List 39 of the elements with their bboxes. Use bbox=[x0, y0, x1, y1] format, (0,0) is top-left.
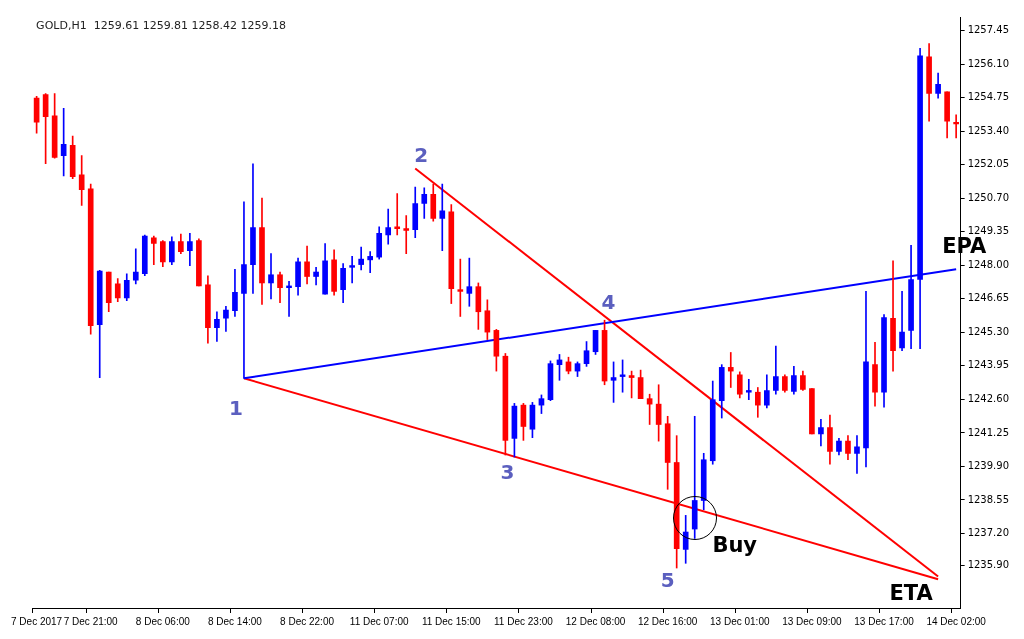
annotation: 4 bbox=[601, 289, 616, 314]
y-tick-label: 1249.35 bbox=[967, 225, 1010, 237]
annotation: 2 bbox=[414, 142, 429, 167]
annotation: 3 bbox=[500, 460, 515, 485]
y-tick-label: 1248.00 bbox=[967, 258, 1010, 270]
x-tick-label: 8 Dec 22:00 bbox=[280, 615, 335, 627]
y-tick-label: 1239.90 bbox=[967, 460, 1010, 472]
x-tick-label: 14 Dec 02:00 bbox=[926, 615, 987, 627]
y-tick-label: 1245.30 bbox=[967, 325, 1010, 337]
x-tick-label: 7 Dec 2017 bbox=[11, 615, 63, 627]
x-tick-label: 8 Dec 14:00 bbox=[207, 615, 263, 627]
y-tick-label: 1237.20 bbox=[967, 527, 1010, 539]
y-tick-label: 1256.10 bbox=[967, 57, 1010, 69]
x-tick-label: 13 Dec 01:00 bbox=[710, 615, 770, 627]
x-tick-label: 11 Dec 07:00 bbox=[349, 615, 409, 627]
annotation: ETA bbox=[889, 581, 934, 606]
x-tick-label: 13 Dec 09:00 bbox=[782, 615, 843, 627]
x-tick-label: 13 Dec 17:00 bbox=[854, 615, 915, 627]
chart-title: GOLD,H1 1259.61 1259.81 1258.42 1259.18 bbox=[36, 19, 287, 33]
y-tick-label: 1257.45 bbox=[967, 24, 1010, 36]
y-tick-label: 1253.40 bbox=[967, 124, 1010, 136]
annotation: 1 bbox=[229, 396, 243, 421]
y-tick-label: 1250.70 bbox=[967, 191, 1010, 203]
y-tick-label: 1238.55 bbox=[967, 493, 1010, 505]
x-tick-label: 11 Dec 23:00 bbox=[494, 615, 554, 627]
y-tick-label: 1254.75 bbox=[967, 91, 1010, 103]
y-tick-label: 1243.95 bbox=[967, 359, 1010, 371]
annotation: Buy bbox=[712, 532, 758, 557]
annotation: 5 bbox=[660, 567, 675, 592]
y-tick-label: 1242.60 bbox=[967, 393, 1010, 405]
y-tick-label: 1235.90 bbox=[967, 559, 1010, 571]
x-tick-label: 8 Dec 06:00 bbox=[135, 615, 191, 627]
x-tick-label: 11 Dec 15:00 bbox=[421, 615, 482, 627]
y-tick-label: 1246.65 bbox=[967, 292, 1010, 304]
x-tick-label: 7 Dec 21:00 bbox=[63, 615, 119, 627]
y-tick-label: 1252.05 bbox=[967, 158, 1010, 170]
x-tick-label: 12 Dec 16:00 bbox=[637, 615, 698, 627]
y-tick-label: 1241.25 bbox=[967, 426, 1010, 438]
x-tick-label: 12 Dec 08:00 bbox=[565, 615, 626, 627]
